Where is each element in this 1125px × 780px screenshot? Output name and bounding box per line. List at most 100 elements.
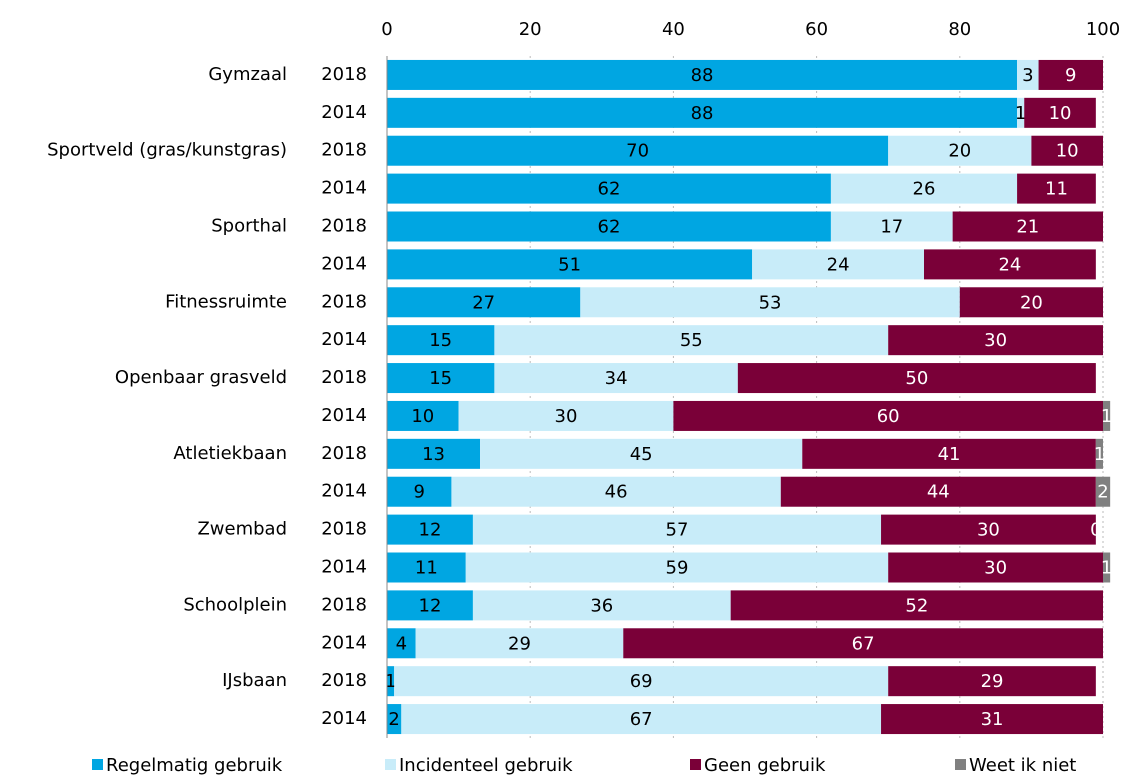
bar-segment	[472, 514, 882, 545]
data-label: 1	[1094, 444, 1105, 465]
data-label: 67	[852, 633, 875, 654]
data-label: 20	[1020, 292, 1043, 313]
bar-segment	[830, 211, 953, 242]
year-label: 2018	[321, 216, 367, 237]
bar-segment	[387, 514, 473, 545]
data-label: 3	[1022, 65, 1033, 86]
data-label: 30	[984, 330, 1007, 351]
data-label: 46	[605, 482, 628, 503]
x-tick-label: 20	[519, 19, 542, 40]
bar-segment	[387, 211, 831, 242]
bar-segment	[387, 400, 459, 431]
year-label: 2018	[321, 443, 367, 464]
data-label: 11	[1045, 179, 1068, 200]
year-label: 2014	[321, 102, 367, 123]
data-label: 1	[1101, 558, 1112, 579]
bar-segment	[458, 400, 674, 431]
bar-segment	[1017, 97, 1025, 128]
data-label: 11	[415, 558, 438, 579]
data-label: 44	[927, 482, 950, 503]
data-label: 60	[877, 406, 900, 427]
bar-segment	[1095, 438, 1103, 469]
bar-segment	[924, 249, 1096, 280]
bar-segment	[394, 666, 889, 697]
x-tick-label: 100	[1086, 19, 1120, 40]
data-label: 30	[984, 558, 1007, 579]
data-label: 29	[981, 671, 1004, 692]
data-label: 9	[413, 482, 424, 503]
data-label: 26	[913, 179, 936, 200]
year-label: 2014	[321, 178, 367, 199]
year-label: 2018	[321, 670, 367, 691]
legend-label: Regelmatig gebruik	[106, 755, 283, 776]
bar-segment	[451, 476, 781, 507]
bar-segment	[472, 590, 731, 621]
year-label: 2018	[321, 519, 367, 540]
data-label: 10	[1049, 103, 1072, 124]
bar-segment	[387, 666, 395, 697]
bar-segment	[1017, 59, 1039, 90]
data-label: 0	[1090, 520, 1101, 541]
legend-label: Geen gebruik	[704, 755, 826, 776]
year-label: 2014	[321, 481, 367, 502]
year-label: 2018	[321, 594, 367, 615]
data-label: 62	[598, 217, 621, 238]
group-label: Openbaar grasveld	[115, 367, 287, 388]
bar-segment	[1031, 135, 1103, 166]
data-label: 41	[938, 444, 961, 465]
bar-segment	[387, 97, 1018, 128]
data-label: 88	[691, 65, 714, 86]
data-label: 88	[691, 103, 714, 124]
bar-segment	[888, 552, 1103, 583]
bar-segment	[959, 287, 1103, 318]
legend-swatch	[690, 759, 701, 770]
data-label: 53	[759, 292, 782, 313]
data-label: 36	[590, 595, 613, 616]
data-label: 10	[411, 406, 434, 427]
x-tick-label: 40	[662, 19, 685, 40]
legend-label: Incidenteel gebruik	[399, 755, 573, 776]
data-label: 15	[429, 368, 452, 389]
group-label: Sportveld (gras/kunstgras)	[47, 140, 287, 161]
data-label: 30	[977, 520, 1000, 541]
bar-segment	[387, 363, 495, 394]
group-label: Gymzaal	[208, 64, 287, 85]
year-label: 2018	[321, 367, 367, 388]
data-label: 4	[396, 633, 407, 654]
bar-segment	[401, 704, 882, 735]
bar-segment	[387, 704, 402, 735]
bar-segment	[387, 59, 1018, 90]
bar-segment	[387, 173, 831, 204]
bar-segment	[415, 628, 624, 659]
bar-segment	[387, 590, 473, 621]
data-label: 31	[981, 709, 1004, 730]
group-label: IJsbaan	[222, 670, 287, 691]
bar-segment	[580, 287, 960, 318]
group-label: Atletiekbaan	[173, 443, 287, 464]
legend-swatch	[92, 759, 103, 770]
data-label: 13	[422, 444, 445, 465]
data-label: 69	[630, 671, 653, 692]
data-label: 2	[1097, 482, 1108, 503]
bar-segment	[881, 704, 1103, 735]
bar-segment	[888, 325, 1103, 356]
group-label: Sporthal	[211, 216, 287, 237]
year-label: 2014	[321, 329, 367, 350]
data-label: 2	[388, 709, 399, 730]
bar-segment	[1103, 400, 1111, 431]
data-label: 9	[1065, 65, 1076, 86]
data-label: 24	[827, 254, 850, 275]
bar-segment	[730, 590, 1103, 621]
data-label: 52	[905, 595, 928, 616]
bar-segment	[494, 363, 738, 394]
bar-segment	[737, 363, 1096, 394]
bar-segment	[387, 628, 416, 659]
bar-segment	[1024, 97, 1096, 128]
bar-segment	[465, 552, 889, 583]
bar-segment	[881, 514, 1096, 545]
data-label: 20	[948, 141, 971, 162]
bar-segment	[888, 666, 1096, 697]
data-label: 1	[385, 671, 396, 692]
year-label: 2014	[321, 632, 367, 653]
data-label: 27	[472, 292, 495, 313]
